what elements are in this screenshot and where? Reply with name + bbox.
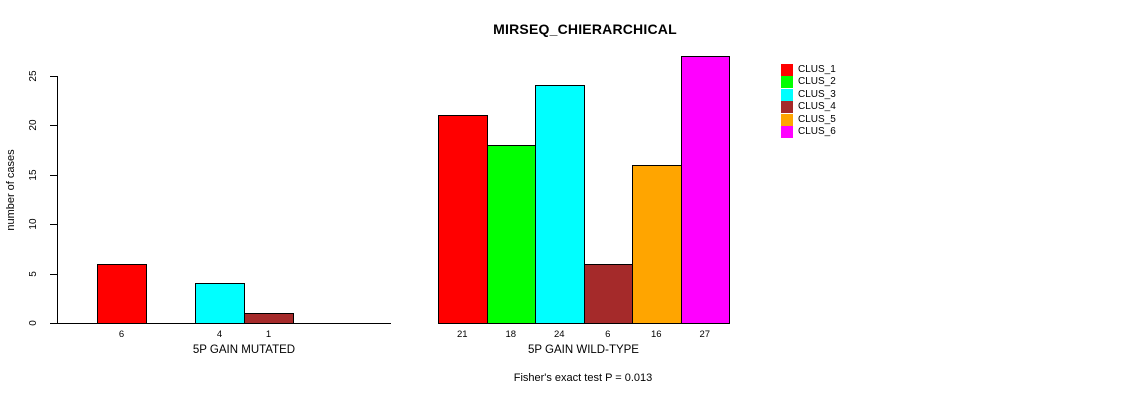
y-axis-tick-label: 0	[28, 320, 39, 326]
bar-clus_2-wildtype	[486, 144, 536, 324]
legend-color-swatch	[781, 76, 793, 89]
y-axis-tick-label: 5	[28, 270, 39, 277]
bar-clus_6-wildtype	[680, 55, 730, 324]
bar-value-label: 4	[216, 329, 223, 340]
y-axis-tick	[50, 125, 57, 126]
y-axis-line	[57, 75, 58, 324]
chart-title: MIRSEQ_CHIERARCHICAL	[493, 21, 677, 37]
legend-item: CLUS_2	[779, 76, 899, 89]
legend-item-label: CLUS_5	[798, 113, 836, 125]
legend-item-label: CLUS_1	[798, 64, 836, 75]
bar-clus_4-wildtype	[583, 263, 633, 324]
bar-value-label: 18	[505, 329, 517, 340]
legend-item: CLUS_4	[779, 101, 899, 114]
legend-item-label: CLUS_3	[798, 88, 836, 100]
x-axis-group-label: 5P GAIN WILD-TYPE	[528, 344, 639, 356]
legend-item-label: CLUS_2	[798, 76, 836, 88]
bar-clus_1-mutated	[97, 263, 147, 324]
legend-color-swatch	[781, 101, 793, 114]
legend-item-label: CLUS_6	[798, 126, 836, 137]
y-axis-tick-label: 20	[28, 119, 39, 131]
bar-value-label: 1	[265, 329, 272, 340]
legend-item: CLUS_5	[779, 113, 899, 126]
y-axis-tick	[50, 75, 57, 77]
x-axis-group-label: 5P GAIN MUTATED	[192, 344, 296, 356]
legend-color-swatch	[781, 88, 793, 101]
y-axis-tick	[50, 273, 57, 275]
bar-clus_1-wildtype	[438, 115, 488, 324]
y-axis-tick	[50, 174, 57, 176]
stat-test-annotation: Fisher's exact test P = 0.013	[513, 372, 653, 384]
bar-value-label: 24	[553, 329, 565, 340]
y-axis-tick-label: 10	[28, 218, 39, 230]
legend-color-swatch	[781, 113, 793, 126]
y-axis-tick-label: 25	[28, 69, 39, 82]
y-axis-tick-label: 15	[28, 168, 39, 181]
legend-color-swatch	[781, 64, 793, 76]
bar-clus_4-mutated	[244, 313, 294, 324]
bar-clus_3-wildtype	[535, 85, 585, 324]
bar-value-label: 21	[456, 329, 468, 340]
legend-item: CLUS_3	[779, 88, 899, 101]
legend-item-label: CLUS_4	[798, 101, 836, 113]
legend-item: CLUS_6	[779, 126, 899, 138]
legend: CLUS_1 CLUS_2 CLUS_3 CLUS_4 CLUS_5 CLUS_6	[779, 64, 899, 144]
bar-value-label: 16	[650, 329, 662, 340]
y-axis-tick	[50, 224, 57, 225]
y-axis-tick	[50, 323, 57, 324]
bar-clus_3-mutated	[195, 283, 245, 324]
bar-value-label: 6	[605, 329, 611, 340]
legend-color-swatch	[781, 126, 793, 138]
legend-item: CLUS_1	[779, 64, 899, 76]
bar-value-label: 6	[118, 329, 125, 340]
bar-clus_5-wildtype	[632, 164, 682, 324]
bar-value-label: 27	[699, 329, 711, 340]
